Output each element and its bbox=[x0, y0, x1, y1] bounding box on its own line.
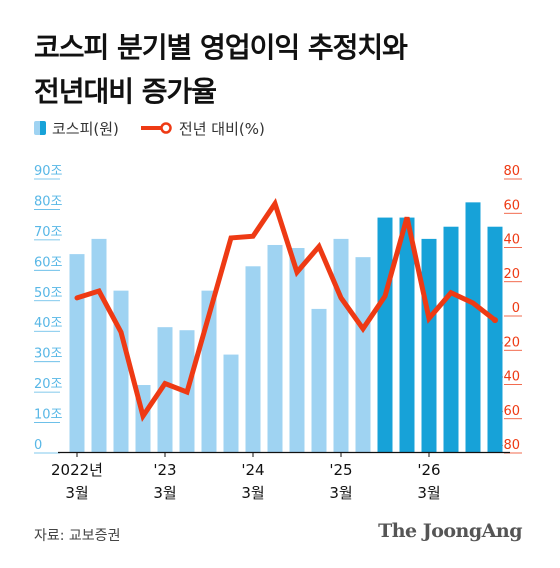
bar bbox=[69, 254, 85, 452]
bar bbox=[377, 217, 393, 452]
bar bbox=[289, 248, 305, 452]
y-right-tick-label: -40 bbox=[499, 370, 520, 385]
title-line-1: 코스피 분기별 영업이익 추정치와 bbox=[34, 31, 408, 64]
line-point bbox=[492, 317, 498, 324]
bar bbox=[267, 244, 283, 452]
x-tick-label: '26 bbox=[417, 461, 440, 479]
bar bbox=[443, 226, 459, 452]
x-tick-label: 2022년 bbox=[51, 461, 103, 479]
bar bbox=[113, 290, 129, 452]
legend-bar-label: 코스피(원) bbox=[52, 119, 119, 138]
x-tick-label-month: 3월 bbox=[417, 484, 440, 502]
y-right-tick-label: -80 bbox=[499, 438, 520, 453]
bar bbox=[245, 266, 261, 452]
y-right-tick-label: 0 bbox=[512, 301, 520, 316]
y-left-tick-label: 50조 bbox=[34, 286, 63, 301]
yoy-line bbox=[74, 198, 498, 423]
legend-line-swatch bbox=[140, 122, 172, 134]
bar bbox=[421, 238, 437, 452]
y-left-tick-label: 80조 bbox=[34, 194, 63, 209]
y-right-tick-label: 40 bbox=[503, 233, 520, 248]
legend-line-label: 전년 대비(%) bbox=[178, 119, 265, 138]
x-tick-label-month: 3월 bbox=[329, 484, 352, 502]
bar bbox=[465, 202, 481, 452]
y-left-tick-label: 20조 bbox=[34, 377, 63, 392]
y-left-tick-label: 30조 bbox=[34, 347, 63, 362]
bar bbox=[157, 327, 173, 452]
y-left-tick-label: 90조 bbox=[34, 164, 63, 179]
y-left-tick-label: 60조 bbox=[34, 255, 63, 270]
x-tick-label-month: 3월 bbox=[65, 484, 88, 502]
y-right-tick-label: 20 bbox=[503, 267, 520, 282]
x-tick-label: '24 bbox=[241, 461, 264, 479]
y-left-tick-label: 0 bbox=[34, 438, 42, 453]
y-left-tick-label: 40조 bbox=[34, 316, 63, 331]
title-line-2: 전년대비 증가율 bbox=[34, 75, 217, 108]
bar bbox=[399, 217, 415, 452]
bar bbox=[333, 238, 349, 452]
legend: 코스피(원) 전년 대비(%) bbox=[34, 118, 287, 138]
chart-title: 코스피 분기별 영업이익 추정치와 전년대비 증가율 bbox=[34, 26, 534, 114]
y-right-tick-label: 80 bbox=[503, 164, 520, 179]
x-tick-label-month: 3월 bbox=[153, 484, 176, 502]
x-tick-label-month: 3월 bbox=[241, 484, 264, 502]
publisher-logo: The JoongAng bbox=[378, 520, 522, 542]
bar bbox=[355, 257, 371, 452]
y-right-tick-label: -60 bbox=[499, 404, 520, 419]
x-tick-label: '25 bbox=[329, 461, 352, 479]
bar bbox=[91, 238, 107, 452]
legend-item-line: 전년 대비(%) bbox=[140, 118, 265, 139]
legend-bar-swatch bbox=[34, 121, 46, 135]
y-left-tick-label: 10조 bbox=[34, 408, 63, 423]
bar bbox=[223, 354, 239, 452]
y-left-tick-label: 70조 bbox=[34, 225, 63, 240]
y-right-tick-label: 60 bbox=[503, 198, 520, 213]
y-right-tick-label: -20 bbox=[499, 335, 520, 350]
x-tick-label: '23 bbox=[153, 461, 176, 479]
source-note: 자료: 교보증권 bbox=[34, 528, 121, 544]
bar bbox=[487, 226, 503, 452]
legend-item-bar: 코스피(원) bbox=[34, 118, 119, 139]
bar bbox=[311, 308, 327, 452]
